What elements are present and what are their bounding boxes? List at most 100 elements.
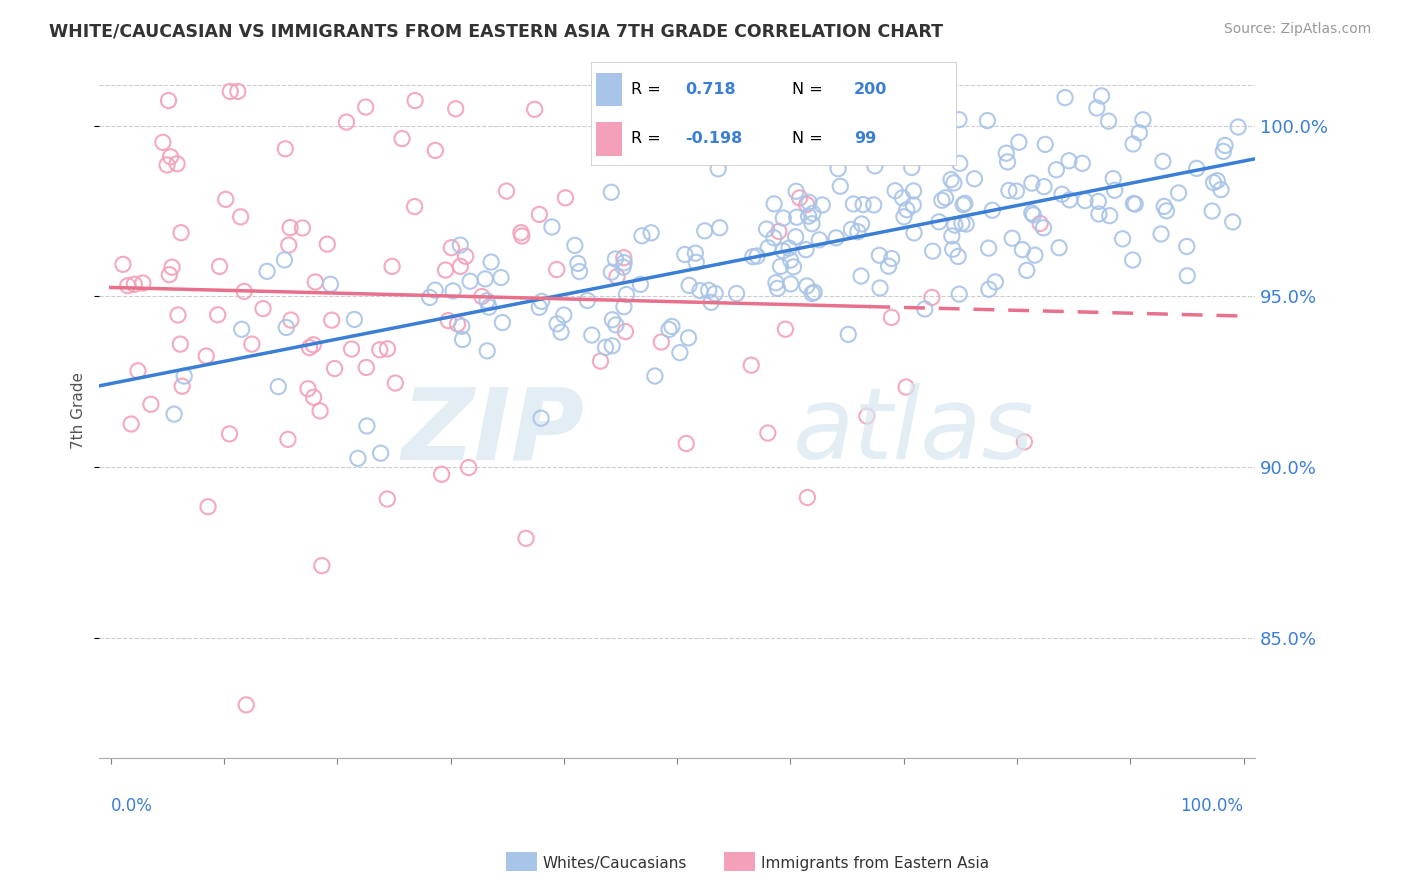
Point [170,226,193,240]
Point [1008,135,1031,149]
Point [157,268,180,282]
Point [704,286,727,301]
Point [156,158,179,172]
Point [644,369,666,384]
Point [589,354,612,368]
Point [1098,209,1121,223]
Point [921,290,943,304]
Point [939,172,962,186]
Point [437,313,460,327]
Point [1122,252,1144,267]
Point [789,191,811,205]
Point [304,275,326,289]
Point [474,272,496,286]
Point [240,337,263,351]
Point [782,260,804,274]
Point [942,176,965,190]
Text: Source: ZipAtlas.com: Source: ZipAtlas.com [1223,22,1371,37]
Point [801,217,824,231]
Point [457,460,479,475]
Point [772,211,794,225]
Point [477,343,499,358]
Point [1005,184,1028,198]
Point [567,256,589,270]
Point [132,276,155,290]
Point [229,210,252,224]
Point [794,243,817,257]
Point [863,159,886,173]
Point [449,238,471,252]
Point [1050,187,1073,202]
Point [628,277,651,292]
Point [1088,207,1111,221]
Point [762,231,785,245]
Point [613,300,636,314]
Point [825,231,848,245]
Point [725,286,748,301]
Point [1029,217,1052,231]
Point [747,249,769,263]
Point [233,285,256,299]
Point [797,209,820,223]
Point [568,264,591,278]
Point [1011,243,1033,257]
Point [449,260,471,274]
Point [553,308,575,322]
Point [880,252,903,266]
Point [984,275,1007,289]
Point [946,250,969,264]
Point [785,229,807,244]
Text: R =: R = [631,81,661,96]
Point [550,325,572,339]
Point [581,328,603,343]
Point [197,500,219,514]
Point [377,342,399,356]
Point [1213,138,1236,153]
Point [955,217,977,231]
Point [775,322,797,336]
Point [616,287,638,301]
Point [1001,231,1024,245]
Point [952,198,974,212]
Point [302,337,325,351]
Point [977,241,1000,255]
Point [948,112,970,127]
Point [707,161,730,176]
Text: Immigrants from Eastern Asia: Immigrants from Eastern Asia [761,856,988,871]
Point [273,252,295,267]
Point [600,265,623,279]
Point [434,263,457,277]
Text: N =: N = [792,81,823,96]
Point [1033,137,1056,152]
Point [208,260,231,274]
Point [1175,268,1198,283]
Point [384,376,406,390]
Point [323,361,346,376]
Point [675,436,697,450]
Point [1222,215,1244,229]
Point [862,198,884,212]
Point [756,241,779,255]
Point [319,277,342,292]
Point [1024,248,1046,262]
Text: 0.0%: 0.0% [111,797,153,814]
Point [252,301,274,316]
Point [595,340,617,354]
Point [1152,154,1174,169]
Point [981,203,1004,218]
Point [856,409,879,423]
Point [1156,203,1178,218]
Text: R =: R = [631,131,661,146]
Point [321,313,343,327]
Point [530,294,553,309]
Point [207,308,229,322]
Point [921,244,943,259]
Text: -0.198: -0.198 [686,131,742,146]
Point [454,249,477,263]
Point [997,154,1019,169]
Point [693,224,716,238]
Point [311,558,333,573]
Point [941,229,963,244]
Point [1059,193,1081,207]
Point [709,220,731,235]
